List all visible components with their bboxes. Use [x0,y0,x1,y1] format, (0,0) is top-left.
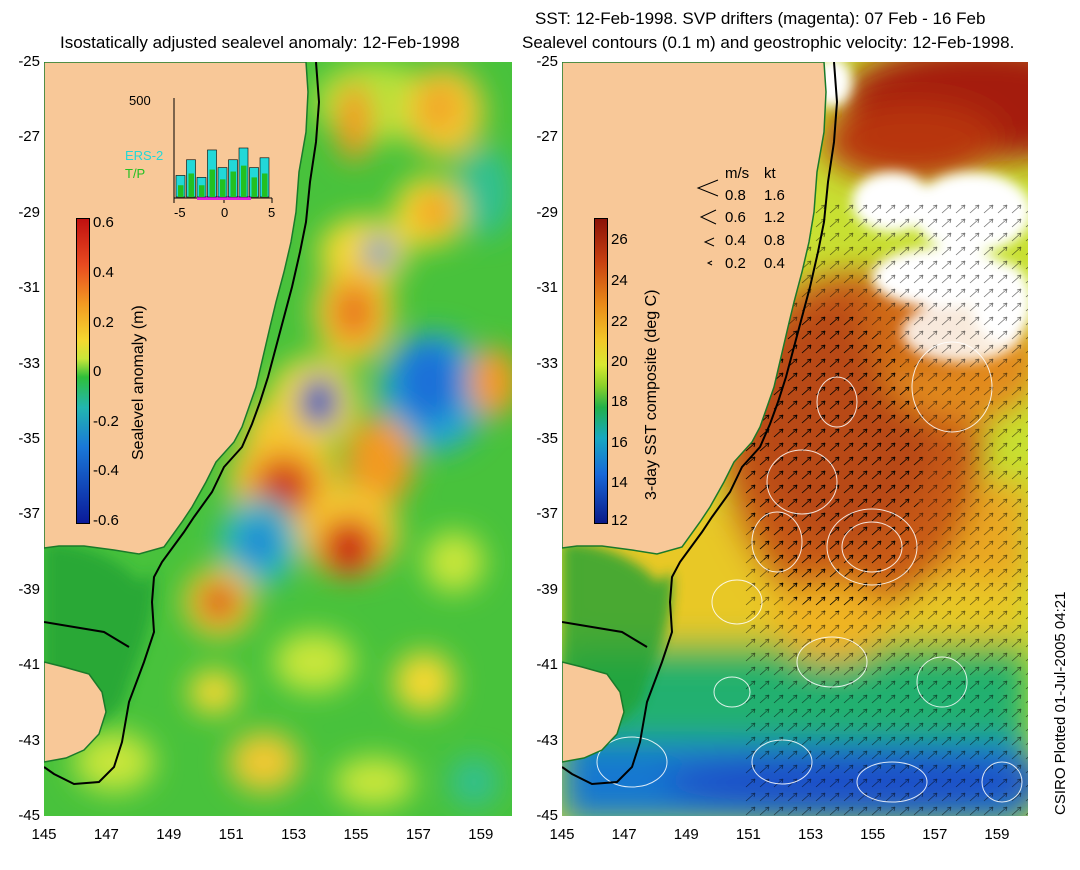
sealevel-colorbar-label: Sealevel anomaly (m) [130,305,147,460]
velocity-legend-kt-2: 0.8 [764,232,785,249]
lon-tick-left-7: 159 [468,826,494,843]
velocity-legend-kt-3: 0.4 [764,255,785,272]
sst-tick-18: 18 [611,393,628,410]
sl-tick-0.2: 0.2 [93,314,114,331]
inset-ymax-label: 500 [129,93,151,108]
inset-bar-tp-1 [188,173,194,197]
lat-tick-right-8: -41 [536,656,558,674]
sealevel-contours [596,341,1023,803]
lon-tick-right-5: 155 [860,826,886,843]
lon-tick-right-7: 159 [984,826,1010,843]
lon-tick-left-2: 149 [156,826,182,843]
velocity-legend-ms-1: 0.6 [725,209,746,226]
velocity-legend-header-kt: kt [764,165,776,182]
lon-tick-right-2: 149 [673,826,699,843]
lon-tick-right-4: 153 [798,826,824,843]
sl-tick-0.6: 0.6 [93,214,114,231]
lat-tick-left-3: -31 [18,279,40,297]
velocity-legend-kt-1: 1.2 [764,209,785,226]
sl-tick-0.4: 0.4 [93,264,114,281]
inset-bar-tp-8 [262,173,268,197]
lon-tick-left-1: 147 [93,826,119,843]
inset-bar-tp-3 [209,169,215,197]
satellite-coverage-inset [173,98,273,203]
inset-xtick-5: 5 [268,205,276,220]
inset-bar-tp-6 [241,165,247,197]
lat-tick-right-6: -37 [536,505,558,523]
inset-xtick-neg5: -5 [174,205,186,220]
inset-bar-tp-7 [251,177,257,197]
right-map-title-line1: SST: 12-Feb-1998. SVP drifters (magenta)… [535,9,986,28]
lon-tick-left-6: 157 [405,826,431,843]
sealevel-anomaly-map [44,62,512,816]
inset-legend-ers: ERS-2 [125,148,164,163]
sst-tick-24: 24 [611,272,628,289]
sst-tick-26: 26 [611,231,628,248]
sst-map [562,62,1028,816]
lat-tick-right-2: -29 [536,203,558,221]
sst-tick-22: 22 [611,313,628,330]
land-mainland-right [562,62,827,555]
lon-tick-right-3: 151 [735,826,761,843]
lat-tick-right-5: -35 [536,430,558,447]
sst-tick-14: 14 [611,474,628,491]
shelf-contour [44,62,321,786]
inset-bar-tp-0 [178,185,184,197]
lat-tick-left-0: -25 [18,53,40,70]
lat-tick-left-1: -27 [18,128,40,146]
anomaly-blobs [74,62,512,807]
sealevel-colorbar [76,218,90,524]
sst-colorbar-label: 3-day SST composite (deg C) [643,289,660,500]
lat-tick-right-3: -31 [536,279,558,297]
lat-tick-right-7: -39 [536,580,558,598]
lon-tick-left-5: 155 [343,826,369,843]
lat-tick-left-5: -35 [18,430,40,447]
sl-tick-neg0.2: -0.2 [93,413,119,430]
right-map-title-line2: Sealevel contours (0.1 m) and geostrophi… [522,33,1015,52]
inset-bar-tp-5 [230,171,236,197]
lon-tick-left-3: 151 [218,826,244,843]
velocity-legend-header-ms: m/s [725,165,750,182]
velocity-legend-ms-3: 0.2 [725,255,746,272]
lat-tick-left-4: -33 [18,354,40,372]
sst-colorbar [594,218,608,524]
sl-tick-neg0.6: -0.6 [93,512,119,529]
inset-xtick-0: 0 [221,205,229,220]
sst-tick-16: 16 [611,434,628,451]
inset-legend-tp: T/P [125,166,146,181]
lat-tick-left-9: -43 [18,731,40,749]
lat-tick-left-8: -41 [18,656,40,674]
lon-tick-right-0: 145 [549,826,575,843]
lat-tick-right-0: -25 [536,53,558,70]
velocity-legend-ms-2: 0.4 [725,232,746,249]
lon-tick-left-0: 145 [31,826,57,843]
shelf-contour-right [562,62,839,786]
lat-tick-left-10: -45 [18,807,40,824]
lon-tick-right-6: 157 [922,826,948,843]
sst-tick-20: 20 [611,353,628,370]
sl-tick-0: 0 [93,363,102,380]
inset-bar-tp-4 [220,179,226,197]
lon-tick-left-4: 153 [281,826,307,843]
lat-tick-left-2: -29 [18,203,40,221]
velocity-legend-arrows [696,179,719,266]
lat-tick-left-6: -37 [18,505,40,523]
plot-credit: CSIRO Plotted 01-Jul-2005 04:21 [1052,591,1069,815]
lat-tick-right-9: -43 [536,731,558,749]
lat-tick-right-1: -27 [536,128,558,146]
lat-tick-right-4: -33 [536,354,558,372]
sl-tick-neg0.4: -0.4 [93,462,119,479]
left-map-title: Isostatically adjusted sealevel anomaly:… [60,33,460,52]
lat-tick-right-10: -45 [536,807,558,824]
sst-tick-12: 12 [611,512,628,529]
land-tasmania [44,661,107,763]
lon-tick-right-1: 147 [611,826,637,843]
velocity-legend-kt-0: 1.6 [764,187,785,204]
lat-tick-left-7: -39 [18,580,40,598]
inset-bar-tp-2 [199,185,205,197]
velocity-legend-ms-0: 0.8 [725,187,746,204]
land-tasmania-right [562,661,625,763]
